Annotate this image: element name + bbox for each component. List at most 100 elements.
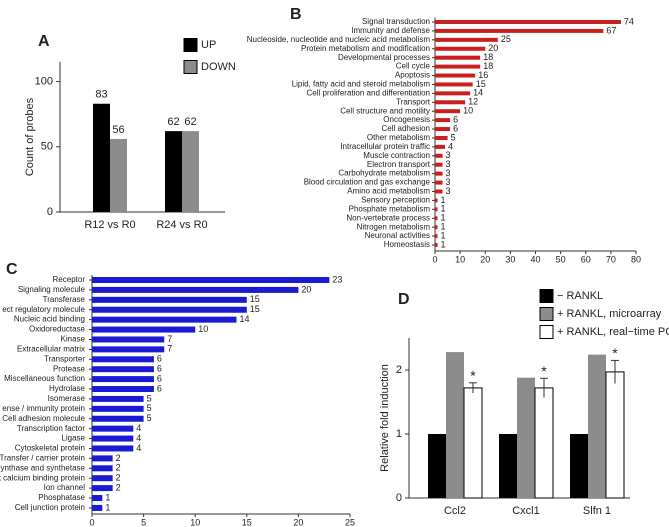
value-label: 10: [198, 324, 208, 334]
x-tick-label: 40: [530, 254, 540, 264]
y-tick-label: Nucleic acid binding: [14, 315, 85, 324]
y-tick-label: t calcium binding protein: [0, 473, 85, 482]
y-tick-label: Cell adhesion molecule: [2, 414, 85, 423]
y-tick-label: Phosphate metabolism: [349, 204, 431, 213]
y-tick-label: Transferase: [43, 295, 86, 304]
value-label: 83: [95, 89, 107, 101]
x-tick-label: 10: [455, 254, 465, 264]
y-tick-label: Ion channel: [44, 483, 86, 492]
bar: [435, 198, 438, 203]
x-tick-label: 50: [556, 254, 566, 264]
y-tick-label: Apoptosis: [395, 71, 430, 80]
value-label: 4: [136, 443, 141, 453]
y-tick-label: Hydrolase: [49, 384, 86, 393]
y-tick-label: Cell junction protein: [15, 503, 85, 512]
bar: [435, 243, 438, 247]
bar: [435, 82, 473, 87]
y-tick-label: 100: [35, 75, 53, 87]
bar: [165, 131, 182, 212]
bar: [435, 225, 438, 230]
y-tick-label: 50: [41, 141, 53, 153]
value-label: 1: [105, 492, 110, 502]
bar: [92, 326, 196, 333]
value-label: 14: [473, 88, 483, 98]
y-tick-label: Extracellular matrix: [17, 344, 85, 353]
legend-swatch: [539, 289, 554, 303]
value-label: 3: [446, 168, 451, 178]
value-label: 6: [453, 123, 458, 133]
x-tick-label: Slfn 1: [583, 505, 611, 517]
value-label: 6: [157, 373, 162, 383]
bar: [435, 55, 481, 60]
value-label: 6: [157, 383, 162, 393]
y-tick-label: Non-vertebrate process: [346, 213, 430, 222]
x-tick-label: R12 vs R0: [84, 219, 135, 231]
y-tick-label: Blood circulation and gas exchange: [304, 178, 431, 187]
value-label: 1: [441, 204, 446, 214]
bar: [534, 387, 554, 499]
y-tick-label: Miscellaneous function: [4, 374, 85, 383]
value-label: 15: [250, 304, 260, 314]
value-label: 3: [446, 177, 451, 187]
y-tick-label: Signal transduction: [362, 17, 430, 26]
bar: [435, 118, 451, 123]
value-label: 18: [483, 52, 493, 62]
y-tick-label: Cell cycle: [396, 62, 431, 71]
value-label: 20: [301, 284, 311, 294]
value-label: 67: [606, 25, 616, 35]
value-label: 1: [441, 213, 446, 223]
value-label: 5: [147, 413, 152, 423]
legend-swatch: [183, 38, 198, 52]
bar: [435, 20, 621, 24]
value-label: 5: [147, 393, 152, 403]
y-tick-label: Nucleoside, nucleotide and nucleic acid …: [247, 35, 431, 44]
bar: [92, 336, 165, 343]
y-tick-label: Immunity and defense: [351, 26, 430, 35]
y-tick-label: Transporter: [44, 354, 85, 363]
value-label: 10: [463, 106, 473, 116]
bar: [435, 37, 498, 42]
y-tick-label: 1: [396, 428, 402, 440]
y-tick-label: Cytoskeletal protein: [15, 444, 85, 453]
panel-letter: B: [290, 6, 302, 23]
y-tick-label: Kinase: [61, 335, 86, 344]
value-label: 7: [167, 344, 172, 354]
y-tick-label: Neuronal activities: [365, 231, 430, 240]
value-label: 62: [167, 116, 179, 128]
y-tick-label: Electron transport: [367, 160, 431, 169]
bar: [435, 135, 448, 140]
value-label: 5: [451, 132, 456, 142]
y-tick-label: Intracellular protein traffic: [340, 142, 430, 151]
legend-label: UP: [201, 39, 216, 51]
value-label: 2: [116, 463, 121, 473]
value-label: 1: [441, 222, 446, 232]
bar: [435, 189, 443, 194]
bar: [435, 127, 451, 132]
value-label: 12: [468, 97, 478, 107]
y-tick-label: 0: [396, 492, 402, 504]
y-tick-label: Carbohydrate metabolism: [338, 169, 430, 178]
value-label: 5: [147, 403, 152, 413]
bar: [92, 277, 330, 283]
bar: [92, 346, 165, 353]
value-label: 6: [157, 364, 162, 374]
y-tick-label: ect regulatory molecule: [2, 305, 85, 314]
value-label: 15: [476, 79, 486, 89]
value-label: 4: [136, 433, 141, 443]
value-label: 1: [441, 230, 446, 240]
y-tick-label: Other metabolism: [367, 133, 430, 142]
y-tick-label: Oncogenesis: [383, 115, 430, 124]
value-label: 18: [483, 61, 493, 71]
annotation: *: [470, 368, 476, 384]
y-tick-label: Amino acid metabolism: [347, 187, 430, 196]
bar: [92, 395, 144, 402]
bar: [435, 100, 466, 105]
y-tick-label: Transport: [396, 97, 431, 106]
bar: [92, 316, 237, 323]
bar: [435, 109, 461, 114]
y-tick-label: Lipid, fatty acid and steroid metabolism: [292, 80, 431, 89]
bar: [435, 162, 443, 167]
x-tick-label: 60: [581, 254, 591, 264]
value-label: 2: [116, 453, 121, 463]
